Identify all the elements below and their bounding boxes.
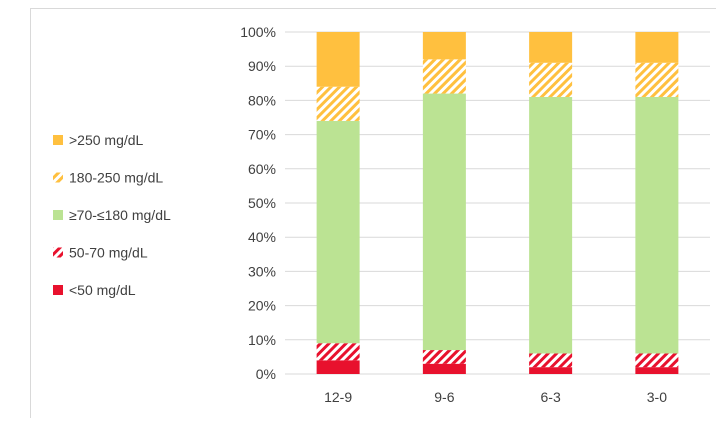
bar-segment — [529, 32, 573, 63]
bar-segment — [635, 96, 679, 354]
bar-segment — [529, 62, 573, 97]
bar-segment — [316, 343, 360, 361]
x-tick-label: 3-0 — [647, 389, 667, 405]
y-tick-label: 30% — [248, 263, 276, 279]
y-tick-label: 20% — [248, 298, 276, 314]
y-tick-label: 70% — [248, 127, 276, 143]
y-axis: 0% 10% 20% 30% 40% 50% 60% 70% 80% 90% 100% — [240, 24, 276, 382]
y-tick-label: 100% — [240, 24, 276, 40]
bar-segment — [422, 32, 466, 60]
legend-swatch — [53, 172, 63, 183]
legend: >250 mg/dL 180-250 mg/dL ≥70-≤180 mg/dL 50-… — [53, 132, 171, 298]
y-tick-label: 80% — [248, 92, 276, 108]
bar-segment — [316, 360, 360, 374]
bar-segment — [422, 93, 466, 351]
legend-swatch — [53, 285, 63, 295]
legend-swatch — [53, 135, 63, 145]
legend-label: 50-70 mg/dL — [69, 245, 148, 261]
x-tick-label: 9-6 — [434, 389, 454, 405]
legend-label: ≥70-≤180 mg/dL — [69, 207, 171, 223]
bar-segment — [529, 96, 573, 354]
x-tick-label: 12-9 — [324, 389, 352, 405]
legend-label: >250 mg/dL — [69, 132, 144, 148]
bars — [316, 32, 679, 374]
y-tick-label: 90% — [248, 58, 276, 74]
bar-segment — [529, 353, 573, 368]
bar-segment — [316, 120, 360, 344]
y-tick-label: 40% — [248, 229, 276, 245]
bar-segment — [316, 32, 360, 87]
bar-segment — [316, 86, 360, 121]
x-tick-label: 6-3 — [541, 389, 561, 405]
y-tick-label: 50% — [248, 195, 276, 211]
bar-segment — [422, 59, 466, 94]
bar-segment — [635, 32, 679, 63]
legend-swatch — [53, 210, 63, 220]
bar-segment — [422, 350, 466, 364]
legend-label: 180-250 mg/dL — [69, 170, 163, 186]
bar-segment — [635, 353, 679, 368]
y-tick-label: 60% — [248, 161, 276, 177]
y-tick-label: 10% — [248, 332, 276, 348]
legend-label: <50 mg/dL — [69, 282, 136, 298]
bar-segment — [635, 62, 679, 97]
bar-segment — [422, 363, 466, 374]
bar-segment — [529, 367, 573, 374]
legend-swatch — [53, 247, 63, 258]
chart-frame — [30, 8, 716, 418]
bar-segment — [635, 367, 679, 374]
x-axis: 12-9 9-6 6-3 3-0 — [324, 389, 667, 405]
y-tick-label: 0% — [256, 366, 276, 382]
